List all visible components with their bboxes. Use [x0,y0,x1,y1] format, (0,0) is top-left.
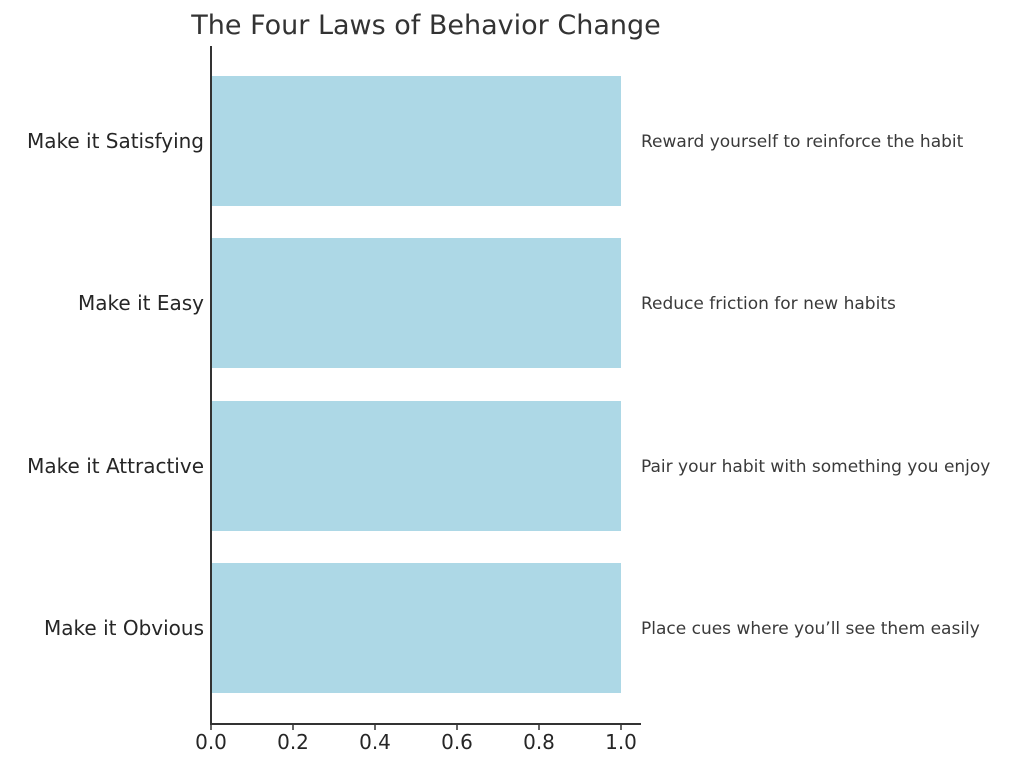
category-label-make-it-satisfying: Make it Satisfying [27,129,204,153]
annotation-make-it-attractive: Pair your habit with something you enjoy [641,457,990,477]
bars-layer [211,76,621,693]
category-label-make-it-easy: Make it Easy [78,291,204,315]
bar-make-it-satisfying [211,76,621,206]
x-axis-ticks: 0.0 0.2 0.4 0.6 0.8 1.0 [195,724,637,754]
chart-title: The Four Laws of Behavior Change [190,10,660,41]
annotation-make-it-satisfying: Reward yourself to reinforce the habit [641,132,964,152]
category-labels: Make it Obvious Make it Attractive Make it… [27,129,204,640]
annotation-make-it-easy: Reduce friction for new habits [641,294,896,314]
bar-make-it-easy [211,238,621,368]
annotations-layer: Place cues where you’ll see them easily P… [641,132,990,639]
x-tick-label: 0.2 [277,730,309,754]
x-tick-label: 0.6 [441,730,473,754]
annotation-make-it-obvious: Place cues where you’ll see them easily [641,619,980,639]
bar-make-it-obvious [211,563,621,693]
x-tick-label: 0.4 [359,730,391,754]
x-tick-label: 0.8 [523,730,555,754]
category-label-make-it-obvious: Make it Obvious [44,616,204,640]
x-tick-label: 1.0 [605,730,637,754]
x-tick-label: 0.0 [195,730,227,754]
category-label-make-it-attractive: Make it Attractive [27,454,204,478]
bar-make-it-attractive [211,401,621,531]
